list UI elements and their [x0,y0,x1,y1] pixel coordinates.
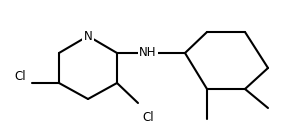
Text: Cl: Cl [14,70,26,83]
Text: Cl: Cl [142,111,154,124]
Text: N: N [83,29,92,42]
Text: NH: NH [139,47,157,59]
